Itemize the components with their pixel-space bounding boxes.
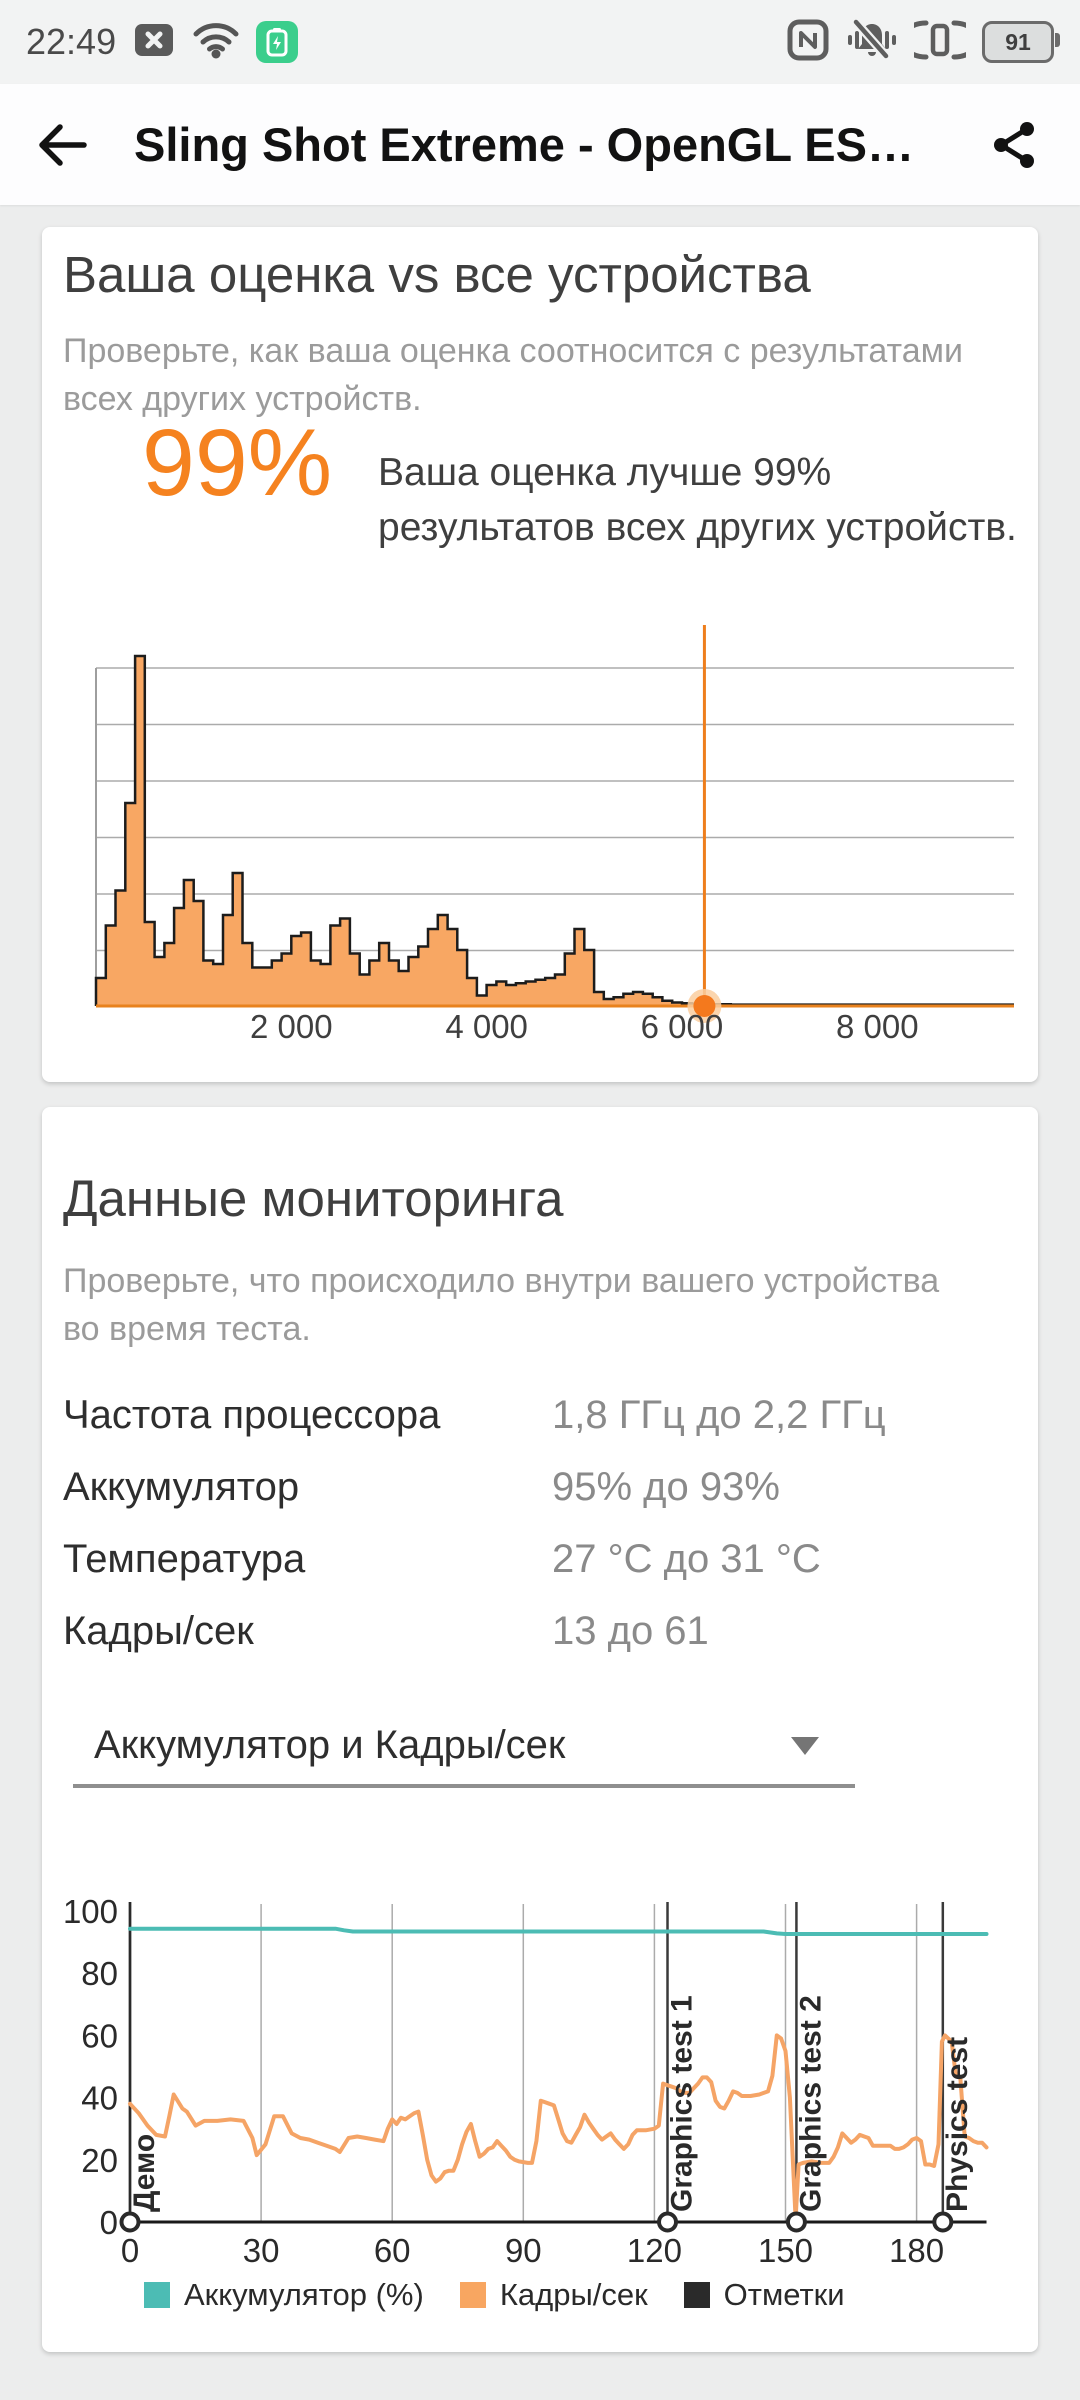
wifi-icon (192, 20, 240, 65)
y-tick-label: 40 (81, 2080, 118, 2117)
score-comparison-card: Ваша оценка vs все устройства Проверьте,… (42, 227, 1038, 1082)
row-value: 13 до 61 (552, 1609, 709, 1653)
no-sim-icon (132, 21, 176, 64)
x-tick-label: 0 (121, 2232, 139, 2269)
row-label: Температура (63, 1537, 306, 1581)
battery-legend-swatch (144, 2282, 170, 2308)
back-button[interactable] (34, 117, 90, 173)
battery-level: 91 (1005, 28, 1031, 55)
event-marker-dot (932, 2211, 954, 2233)
legend-item-marks: Отметки (683, 2277, 845, 2313)
row-label: Частота процессора (63, 1393, 441, 1437)
x-tick-label: 120 (627, 2232, 682, 2269)
y-tick-label: 0 (100, 2204, 118, 2241)
event-marker-dot (785, 2211, 807, 2233)
monitoring-title: Данные мониторинга (63, 1170, 564, 1227)
your-score-marker-dot (693, 995, 716, 1017)
monitoring-chart: Демо Graphics test 1 Graphics test 2 Physic… (63, 1893, 989, 2269)
status-bar-right: 91 (786, 18, 1060, 67)
page-title: Sling Shot Extreme - OpenGL ES… (134, 118, 914, 171)
nfc-icon (786, 18, 830, 67)
score-card-title: Ваша оценка vs все устройства (63, 246, 811, 303)
back-arrow-icon (39, 123, 87, 166)
fps-legend-swatch (459, 2282, 486, 2308)
row-value: 27 °C до 31 °C (552, 1537, 821, 1581)
x-tick-label: 8 000 (836, 1008, 919, 1045)
row-label: Кадры/сек (63, 1609, 254, 1653)
table-row: Частота процессора 1,8 ГГц до 2,2 ГГц (63, 1393, 886, 1441)
clock: 22:49 (26, 21, 117, 62)
monitoring-card: Данные мониторинга Проверьте, что происх… (42, 1107, 1038, 2352)
x-tick-label: 2 000 (250, 1008, 333, 1045)
event-marker-label: Graphics test 2 (794, 1995, 827, 2212)
percentile-value: 99% (142, 410, 333, 516)
event-marker-label: Демо (128, 2134, 161, 2212)
table-row: Аккумулятор 95% до 93% (63, 1465, 780, 1513)
app-bar: Sling Shot Extreme - OpenGL ES… (0, 84, 1080, 205)
legend-label: Отметки (723, 2277, 845, 2312)
row-value: 1,8 ГГц до 2,2 ГГц (552, 1393, 886, 1437)
status-bar: 22:49 (0, 0, 1080, 84)
x-tick-label: 60 (374, 2232, 411, 2269)
percentile-description: Ваша оценка лучше 99% результатов всех д… (378, 451, 1017, 549)
battery-icon: 91 (982, 21, 1060, 63)
y-tick-label: 60 (81, 2017, 118, 2054)
legend-item-fps: Кадры/сек (459, 2277, 648, 2313)
dropdown-underline (73, 1784, 855, 1788)
battery-saver-app-icon (256, 21, 299, 63)
legend-label: Аккумулятор (%) (184, 2277, 424, 2312)
y-tick-label: 80 (81, 1955, 118, 1992)
legend-label: Кадры/сек (499, 2277, 648, 2312)
row-label: Аккумулятор (63, 1465, 300, 1509)
share-icon (994, 121, 1034, 168)
status-bar-left: 22:49 (26, 20, 299, 65)
event-marker-label: Graphics test 1 (666, 1995, 699, 2212)
chart-legend: Аккумулятор (%) Кадры/сек Отметки (144, 2277, 845, 2313)
score-card-subtitle: Проверьте, как ваша оценка соотносится с… (63, 332, 963, 418)
fps-line (128, 2033, 989, 2221)
vibrate-mute-icon (846, 18, 898, 67)
x-tick-label: 30 (243, 2232, 280, 2269)
y-tick-label: 20 (81, 2142, 118, 2179)
legend-item-battery: Аккумулятор (%) (144, 2277, 424, 2313)
histogram-area (96, 656, 1014, 1006)
share-button[interactable] (986, 117, 1042, 173)
x-tick-label: 6 000 (641, 1008, 724, 1045)
chevron-down-icon (791, 1737, 819, 1755)
x-tick-label: 4 000 (445, 1008, 528, 1045)
metric-dropdown-value: Аккумулятор и Кадры/сек (94, 1723, 566, 1767)
x-tick-label: 90 (505, 2232, 542, 2269)
table-row: Кадры/сек 13 до 61 (63, 1609, 709, 1657)
battery-line (128, 1926, 989, 1936)
table-row: Температура 27 °C до 31 °C (63, 1537, 821, 1585)
event-marker-dot (657, 2211, 679, 2233)
marks-legend-swatch (683, 2282, 710, 2308)
event-marker-dot (119, 2211, 141, 2233)
y-tick-label: 100 (63, 1893, 118, 1930)
event-marker-label: Physics test (941, 2037, 974, 2212)
metric-dropdown[interactable]: Аккумулятор и Кадры/сек (73, 1707, 863, 1787)
rotate-icon (899, 18, 981, 67)
row-value: 95% до 93% (552, 1465, 780, 1509)
score-distribution-chart: 2 000 4 000 6 000 8 000 (94, 625, 1014, 1045)
x-tick-label: 180 (889, 2232, 944, 2269)
x-tick-label: 150 (758, 2232, 813, 2269)
monitoring-subtitle: Проверьте, что происходило внутри вашего… (63, 1262, 940, 1348)
